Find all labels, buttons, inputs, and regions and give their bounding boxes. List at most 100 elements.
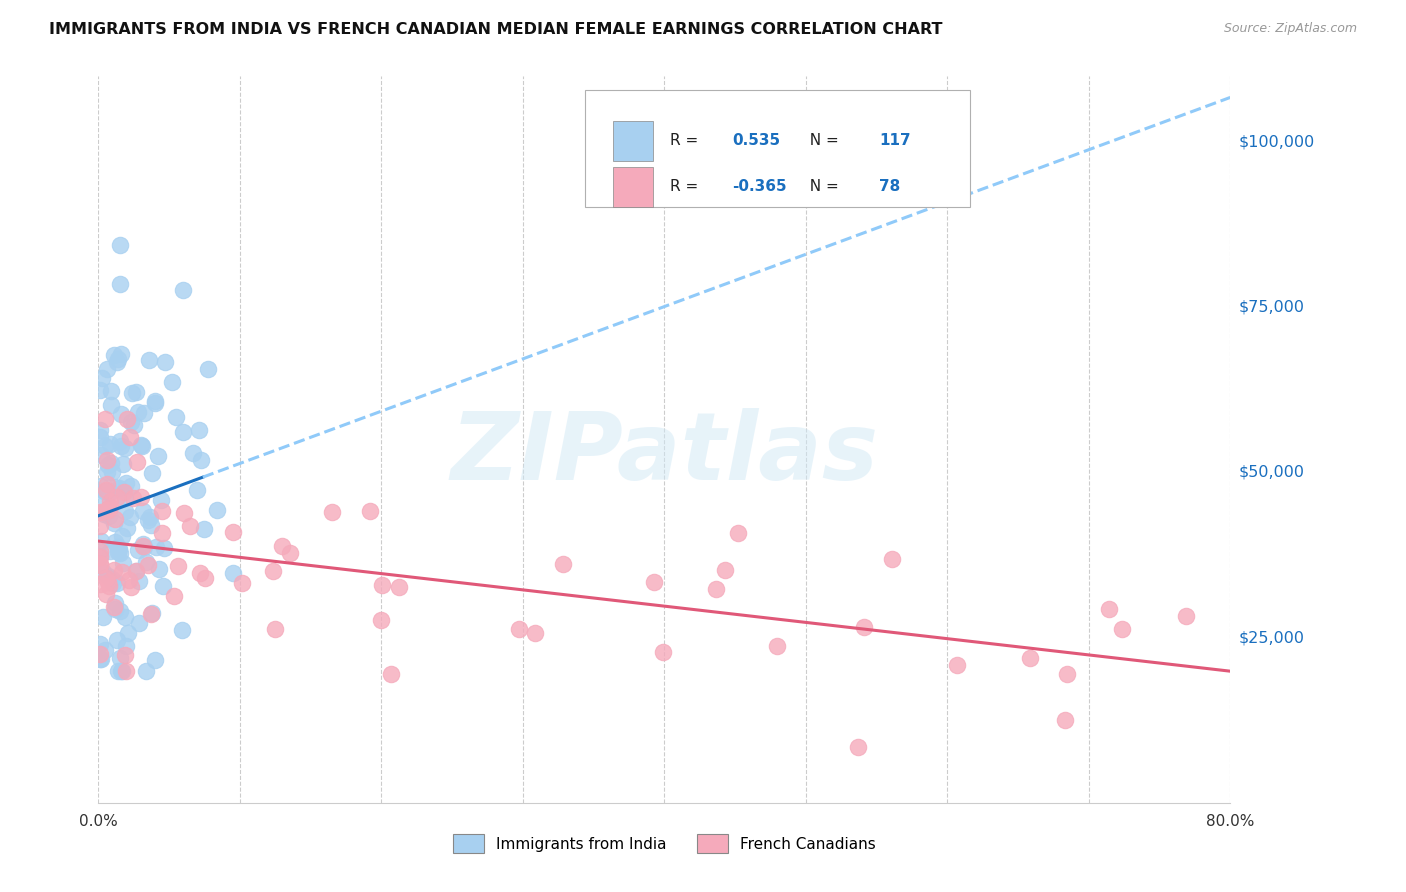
Point	[765, 639, 787, 653]
Point	[197, 362, 219, 376]
Point	[194, 571, 217, 585]
Point	[125, 564, 148, 578]
Point	[132, 504, 155, 518]
Point	[846, 740, 869, 755]
Point	[125, 455, 148, 469]
Point	[103, 563, 125, 577]
Legend: Immigrants from India, French Canadians: Immigrants from India, French Canadians	[446, 827, 883, 861]
Point	[90, 448, 112, 462]
Point	[107, 352, 129, 367]
Point	[89, 383, 111, 397]
Point	[103, 516, 125, 531]
Point	[150, 504, 173, 518]
Point	[127, 543, 149, 558]
Point	[111, 664, 134, 678]
Point	[98, 508, 121, 523]
Text: R =: R =	[671, 134, 703, 148]
FancyBboxPatch shape	[585, 90, 970, 207]
Point	[89, 577, 111, 591]
Text: 117: 117	[879, 134, 911, 148]
Point	[152, 579, 174, 593]
Point	[141, 607, 163, 621]
Point	[89, 519, 111, 533]
Point	[100, 384, 122, 398]
Point	[111, 458, 134, 472]
Text: R =: R =	[671, 179, 703, 194]
Point	[103, 602, 125, 616]
Point	[105, 490, 128, 504]
Point	[138, 353, 160, 368]
Point	[141, 517, 163, 532]
Point	[714, 563, 737, 577]
Point	[104, 596, 127, 610]
Point	[110, 434, 132, 448]
Point	[93, 507, 115, 521]
Point	[181, 445, 204, 459]
Point	[120, 415, 142, 429]
Point	[125, 385, 148, 400]
Point	[127, 405, 149, 419]
Point	[523, 626, 546, 640]
Point	[1053, 713, 1076, 727]
Point	[143, 653, 166, 667]
Point	[145, 396, 167, 410]
Point	[727, 526, 749, 541]
Text: N =: N =	[800, 134, 844, 148]
Point	[136, 513, 159, 527]
Point	[108, 541, 131, 556]
Point	[107, 664, 129, 678]
Point	[172, 284, 194, 298]
Text: 0.535: 0.535	[733, 134, 780, 148]
Point	[122, 491, 145, 506]
Point	[90, 370, 112, 384]
Point	[110, 277, 132, 292]
Point	[98, 500, 121, 514]
Text: N =: N =	[800, 179, 844, 194]
Point	[231, 576, 253, 591]
Point	[179, 518, 201, 533]
Point	[132, 540, 155, 554]
Point	[93, 491, 115, 506]
Point	[188, 566, 211, 580]
Point	[110, 408, 132, 422]
Point	[110, 651, 132, 665]
Point	[370, 613, 392, 627]
Text: $50,000: $50,000	[1239, 465, 1305, 480]
Point	[93, 609, 115, 624]
Point	[122, 417, 145, 432]
Text: Source: ZipAtlas.com: Source: ZipAtlas.com	[1223, 22, 1357, 36]
Point	[93, 504, 115, 518]
Text: -0.365: -0.365	[733, 179, 787, 194]
Point	[264, 622, 287, 636]
Point	[120, 430, 142, 444]
Point	[704, 582, 727, 596]
Point	[108, 604, 131, 618]
Point	[380, 667, 402, 681]
Point	[108, 546, 131, 560]
Point	[135, 664, 157, 678]
Point	[129, 438, 152, 452]
Text: $25,000: $25,000	[1239, 630, 1305, 645]
Point	[107, 540, 129, 554]
Point	[115, 640, 138, 654]
Point	[131, 439, 153, 453]
Point	[94, 483, 117, 497]
Point	[110, 347, 132, 361]
Point	[136, 558, 159, 573]
Point	[371, 578, 394, 592]
Point	[90, 479, 112, 493]
Bar	[613, 121, 652, 161]
Point	[103, 576, 125, 591]
Point	[134, 406, 156, 420]
Point	[103, 348, 125, 362]
Point	[120, 510, 142, 524]
Point	[163, 590, 186, 604]
Point	[100, 399, 122, 413]
Point	[94, 412, 117, 426]
Point	[278, 546, 301, 560]
Text: ZIPatlas: ZIPatlas	[450, 408, 879, 500]
Point	[96, 466, 118, 480]
Point	[97, 458, 120, 472]
Point	[89, 549, 111, 564]
Point	[148, 562, 170, 576]
